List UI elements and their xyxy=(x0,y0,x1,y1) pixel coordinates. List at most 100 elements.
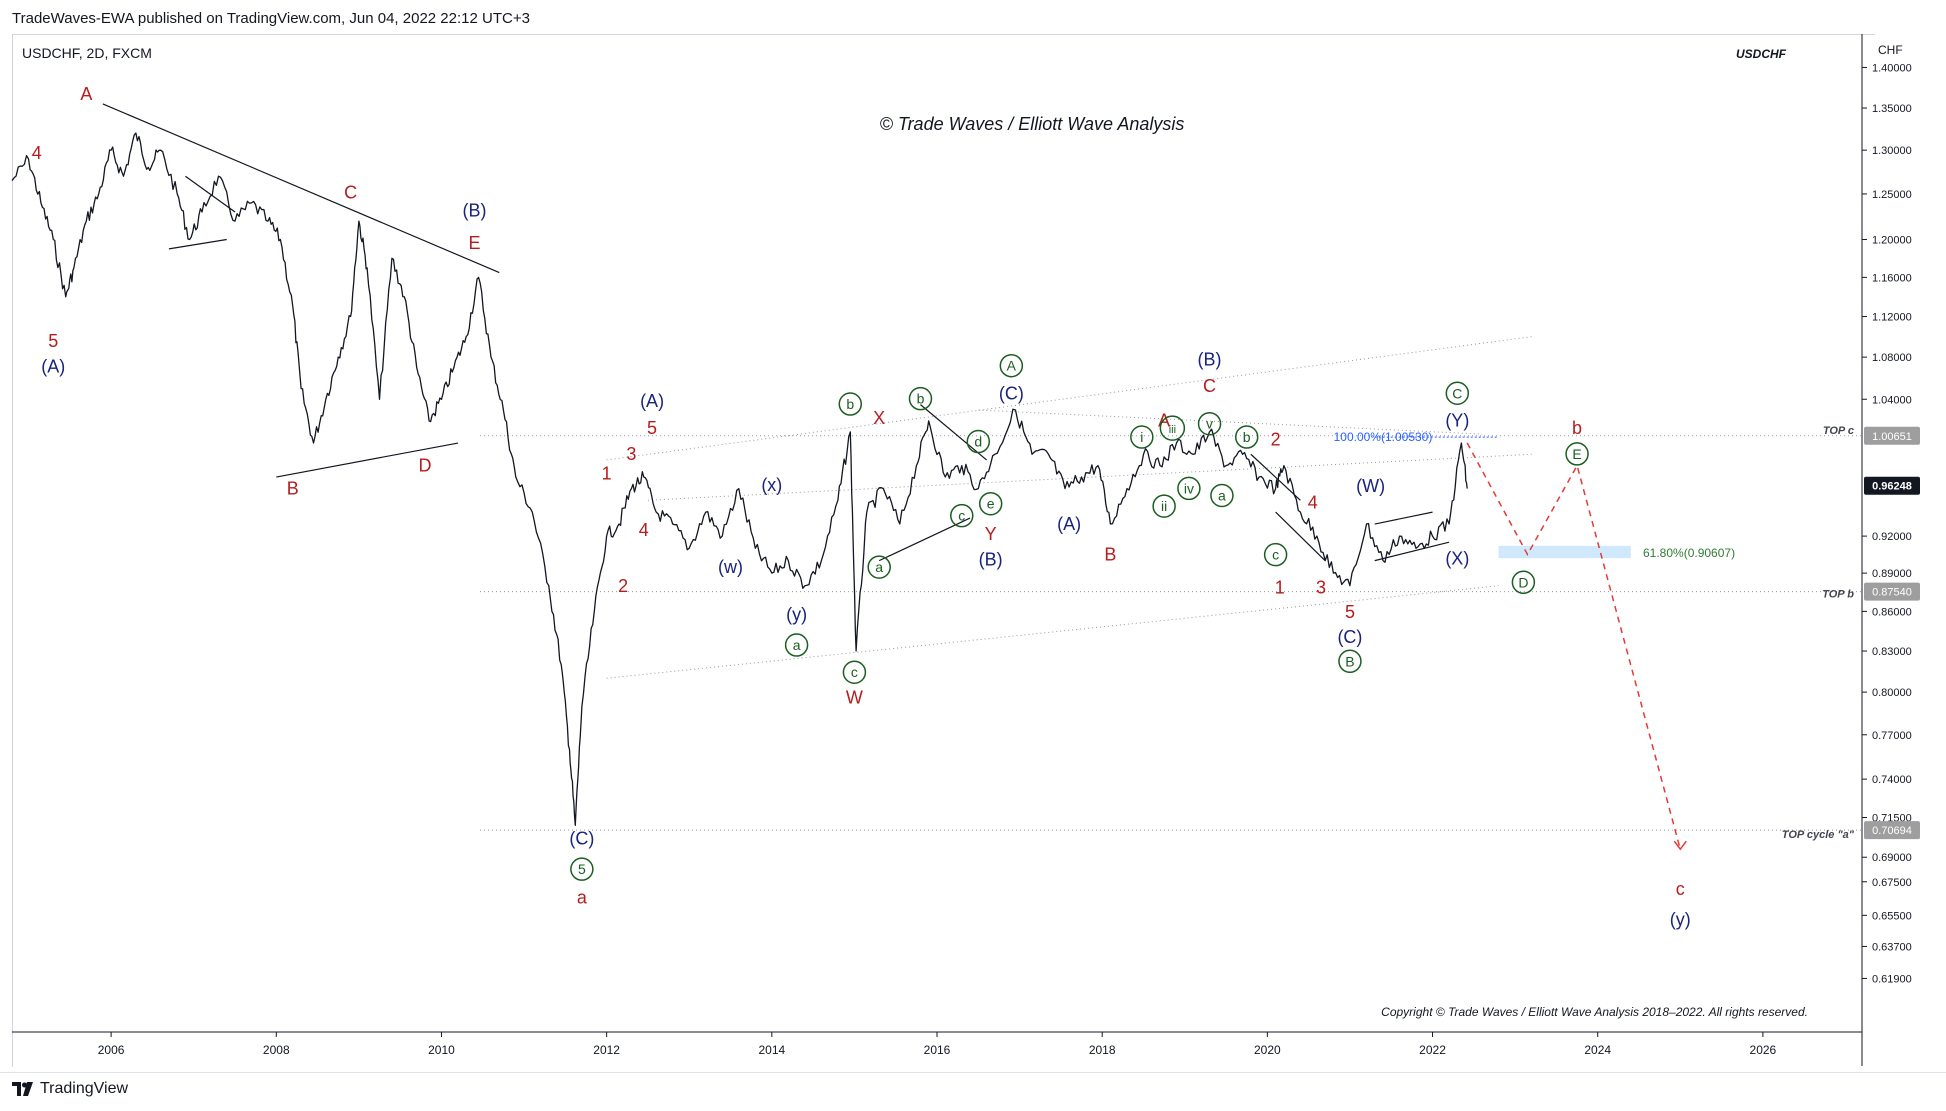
wave-label: d xyxy=(974,434,982,450)
price-badge-label: 0.70694 xyxy=(1872,825,1912,837)
wave-label: (Y) xyxy=(1445,410,1469,430)
projection-arrow xyxy=(1673,840,1687,851)
wave-label: (C) xyxy=(999,383,1024,403)
wave-label-layer: 45(A)ABCDE(B)(C)5a(A)51342(x)(w)(y)abXcW… xyxy=(32,84,1691,930)
wave-label: e xyxy=(987,496,995,512)
wave-label: (B) xyxy=(463,200,487,220)
wave-label: A xyxy=(80,84,92,104)
wave-label: (y) xyxy=(786,605,807,625)
wave-label: D xyxy=(1518,574,1528,590)
elliott-wave-chart[interactable]: TOP c TOP b TOP cycle "a" 100.00%(1.00530) 6… xyxy=(0,0,1946,1072)
wave-label-circle xyxy=(1263,542,1288,567)
wave-label: b xyxy=(1243,429,1251,445)
wave-label-circle xyxy=(908,386,933,411)
x-tick-label: 2024 xyxy=(1584,1043,1611,1057)
y-tick-label: 1.08000 xyxy=(1872,352,1912,364)
wave-label: (A) xyxy=(1057,514,1081,534)
wave-label-circle xyxy=(1511,570,1536,595)
axis-layer: 2006 2008 2010 2012 2014 2016 2018 2020 2022 2024… xyxy=(12,34,1920,1066)
wave-label-circle xyxy=(966,429,991,454)
symbol-label: USDCHF, 2D, FXCM xyxy=(22,45,152,61)
wave-label: ii xyxy=(1161,498,1167,514)
wave-label: a xyxy=(875,559,883,575)
wave-label: 5 xyxy=(48,331,58,351)
trendline xyxy=(1250,453,1301,501)
wave-label-circle xyxy=(784,633,809,657)
x-tick-label: 2018 xyxy=(1089,1043,1116,1057)
symbol-name-right: USDCHF xyxy=(1736,47,1787,61)
channel-line xyxy=(606,585,1499,679)
y-tick-label: 0.67500 xyxy=(1872,877,1912,889)
wave-label: c xyxy=(851,664,858,680)
price-line xyxy=(11,132,1468,826)
wave-label: B xyxy=(1345,653,1354,669)
price-badge xyxy=(1864,582,1920,601)
watermark-title: © Trade Waves / Elliott Wave Analysis xyxy=(880,114,1185,134)
y-tick-label: 1.35000 xyxy=(1872,103,1912,115)
wave-label-circle xyxy=(1130,425,1154,449)
wave-label-circle xyxy=(950,503,974,528)
wave-label: B xyxy=(287,478,299,498)
wave-label: (B) xyxy=(1198,349,1222,369)
wave-label: a xyxy=(793,637,801,653)
wave-label: (C) xyxy=(569,828,594,848)
wave-label-circle xyxy=(999,353,1024,378)
chart-frame xyxy=(12,34,1875,1067)
wave-label: 1 xyxy=(1275,577,1285,597)
wave-label: 3 xyxy=(1316,577,1326,597)
tradingview-logo[interactable]: TradingView xyxy=(12,1080,128,1098)
y-tick-label: 0.69000 xyxy=(1872,852,1912,864)
wave-label: (A) xyxy=(640,391,664,411)
y-tick-label: 1.25000 xyxy=(1872,189,1912,201)
wave-label: (C) xyxy=(1337,627,1362,647)
wave-label: (x) xyxy=(761,475,782,495)
y-tick-label: 0.86000 xyxy=(1872,606,1912,618)
y-tick-label: 1.20000 xyxy=(1872,235,1912,247)
wave-label: iii xyxy=(1169,424,1176,436)
wave-label: v xyxy=(1206,416,1213,432)
wave-label: D xyxy=(418,455,431,475)
wave-label-circle xyxy=(570,857,594,881)
wave-label-circle xyxy=(1565,442,1589,466)
x-tick-label: 2022 xyxy=(1419,1043,1446,1057)
x-tick-label: 2012 xyxy=(593,1043,620,1057)
level-label: TOP c xyxy=(1823,425,1854,437)
wave-label-circle xyxy=(1210,483,1234,508)
wave-label: c xyxy=(1676,879,1685,899)
wave-label-circle xyxy=(1197,411,1222,436)
wave-label-circle xyxy=(1234,425,1259,449)
wave-label: 5 xyxy=(1345,602,1355,622)
wave-label-circle xyxy=(978,491,1003,516)
wave-label: (X) xyxy=(1445,548,1469,568)
y-tick-label: 0.92000 xyxy=(1872,531,1912,543)
y-tick-label: 1.30000 xyxy=(1872,145,1912,157)
projection-path xyxy=(1466,442,1682,850)
trendline xyxy=(920,404,987,461)
trendline xyxy=(168,238,227,250)
wave-label: a xyxy=(1218,487,1226,503)
wave-label: E xyxy=(468,233,480,253)
y-tick-label: 0.63700 xyxy=(1872,941,1912,953)
wave-label: 3 xyxy=(626,444,636,464)
level-label: TOP cycle "a" xyxy=(1782,829,1855,841)
fib-zone xyxy=(1498,545,1631,559)
publisher-line: TradeWaves-EWA published on TradingView.… xyxy=(12,10,530,27)
y-tick-label: 1.12000 xyxy=(1872,312,1912,324)
price-badge-label: 0.96248 xyxy=(1872,481,1912,493)
wave-label: (B) xyxy=(979,550,1003,570)
x-tick-label: 2020 xyxy=(1254,1043,1281,1057)
fib-label: 100.00%(1.00530) xyxy=(1334,430,1433,444)
y-tick-label: 0.80000 xyxy=(1872,687,1912,699)
y-tick-label: 0.77000 xyxy=(1872,730,1912,742)
x-tick-label: 2026 xyxy=(1750,1043,1777,1057)
wave-label: X xyxy=(873,408,885,428)
wave-label: b xyxy=(1572,418,1582,438)
x-tick-label: 2016 xyxy=(924,1043,951,1057)
price-badge xyxy=(1864,426,1920,445)
wave-label: Y xyxy=(985,524,997,544)
trendline xyxy=(1275,511,1326,562)
wave-label: (A) xyxy=(41,357,65,377)
tradingview-logo-icon xyxy=(12,1082,33,1096)
price-badge-label: 0.87540 xyxy=(1872,587,1912,599)
tradingview-brand: TradingView xyxy=(40,1080,129,1097)
